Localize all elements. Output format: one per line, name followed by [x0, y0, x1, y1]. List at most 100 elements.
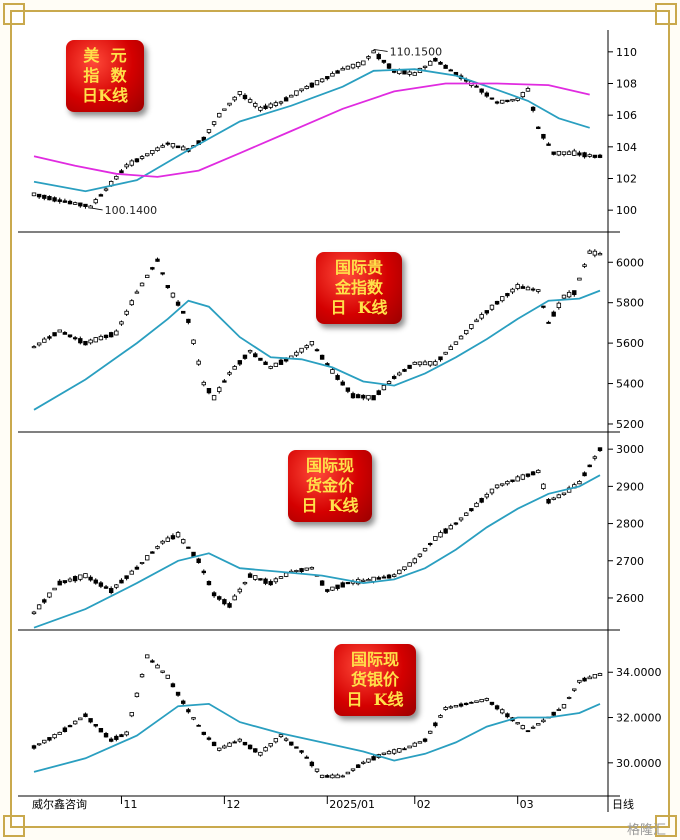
candle-up — [355, 62, 361, 67]
candle-up — [520, 725, 526, 730]
candle-up — [577, 481, 582, 485]
candle-up — [361, 761, 366, 764]
candle-up — [474, 502, 479, 508]
candle-down — [530, 288, 536, 291]
candle-down — [381, 576, 387, 579]
candle-up — [47, 592, 52, 598]
candle-down — [427, 543, 433, 546]
candle-up — [515, 476, 520, 482]
candle-down — [325, 589, 330, 592]
candle-up — [222, 745, 227, 749]
candle-down — [232, 741, 237, 744]
badge-line: 国际贵 — [334, 258, 383, 277]
candle-up — [345, 771, 351, 775]
candle-down — [47, 196, 52, 201]
candle-down — [474, 85, 479, 88]
candle-up — [566, 291, 572, 298]
candle-up — [500, 99, 505, 104]
candle-down — [258, 578, 263, 581]
candle-down — [350, 393, 356, 399]
annotation-leader — [373, 49, 388, 52]
candle-up — [155, 664, 160, 669]
candle-down — [88, 576, 93, 581]
candle-down — [355, 764, 361, 768]
candle-up — [458, 517, 464, 521]
candle-down — [175, 145, 181, 149]
candle-down — [494, 101, 500, 104]
badge-gold-index: 国际贵 金指数 日 K线 — [316, 252, 402, 324]
candle-up — [124, 310, 129, 315]
candle-up — [350, 768, 356, 771]
candle-up — [273, 102, 279, 106]
candle-up — [448, 525, 453, 530]
candle-up — [119, 321, 124, 325]
candle-up — [412, 558, 417, 564]
candle-down — [582, 677, 587, 682]
candle-down — [325, 775, 330, 778]
candle-up — [427, 361, 433, 366]
candle-up — [227, 742, 232, 747]
candle-up — [268, 103, 273, 108]
candle-up — [232, 96, 237, 101]
candle-up — [330, 369, 335, 374]
candle-up — [556, 494, 562, 499]
candle-down — [402, 70, 407, 75]
candle-down — [196, 724, 201, 727]
candle-down — [108, 738, 114, 742]
candle-up — [484, 493, 489, 498]
candle-down — [464, 702, 469, 706]
candle-down — [340, 381, 345, 386]
badge-line: 日 K线 — [346, 690, 404, 709]
candle-up — [335, 774, 340, 779]
candle-up — [150, 150, 155, 154]
candle-down — [592, 154, 598, 158]
candle-up — [525, 286, 531, 291]
x-tick-label: 12 — [226, 798, 240, 811]
candle-down — [361, 394, 366, 399]
candle-up — [541, 719, 546, 723]
candle-up — [520, 92, 526, 98]
candle-down — [83, 203, 88, 207]
candle-up — [237, 738, 243, 742]
candle-up — [479, 698, 484, 703]
candle-up — [427, 730, 433, 734]
candle-down — [433, 57, 438, 62]
candle-down — [391, 376, 397, 379]
candle-down — [222, 599, 227, 605]
candle-up — [453, 705, 459, 708]
candle-up — [556, 302, 562, 309]
candle-up — [134, 692, 140, 698]
candle-up — [541, 483, 546, 489]
candle-down — [108, 588, 114, 593]
candle-down — [299, 568, 304, 573]
y-tick-label: 30.0000 — [616, 757, 662, 770]
candle-up — [330, 73, 335, 77]
candle-down — [340, 582, 345, 588]
candle-up — [515, 722, 520, 725]
candle-down — [484, 310, 489, 314]
candle-up — [443, 707, 448, 710]
candle-down — [376, 577, 381, 580]
candle-down — [443, 64, 448, 69]
candle-down — [489, 701, 495, 705]
moving-average-MA — [33, 474, 601, 629]
candle-up — [247, 350, 253, 353]
candle-up — [170, 292, 176, 298]
candle-up — [500, 296, 505, 302]
candle-up — [36, 604, 42, 610]
candle-down — [263, 578, 268, 584]
candle-up — [597, 253, 603, 256]
candle-down — [47, 737, 52, 741]
candle-up — [566, 697, 572, 699]
candle-down — [258, 357, 263, 361]
candle-down — [587, 464, 592, 468]
candle-down — [67, 200, 73, 205]
candle-up — [536, 723, 541, 726]
candle-down — [237, 360, 243, 365]
candle-down — [505, 293, 510, 297]
candle-down — [325, 76, 330, 80]
candle-up — [458, 335, 464, 340]
candle-down — [551, 151, 556, 155]
candle-up — [536, 289, 541, 292]
candle-up — [144, 153, 150, 157]
